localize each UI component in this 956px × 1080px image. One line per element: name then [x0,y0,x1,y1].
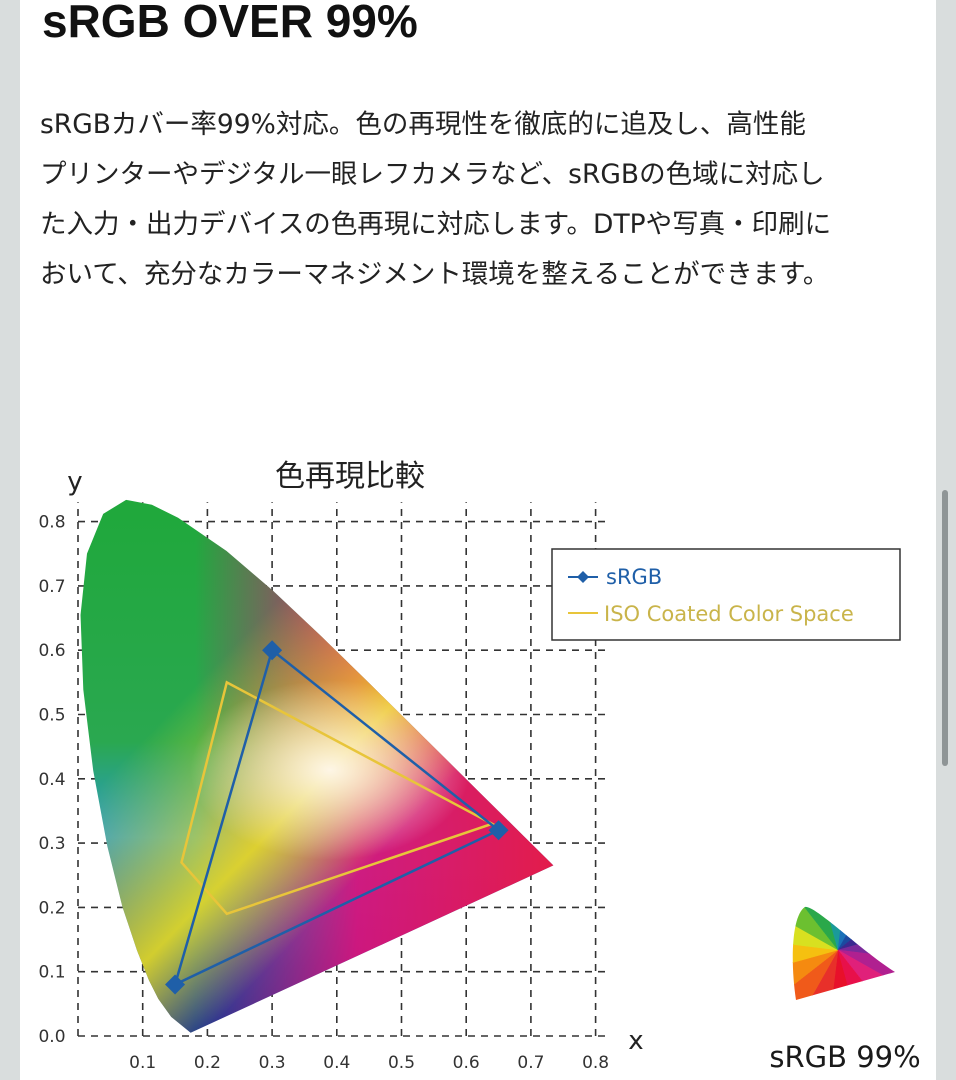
x-tick-label: 0.7 [517,1053,544,1073]
y-tick-label: 0.8 [38,513,65,533]
gamut-series [165,640,509,995]
y-tick-label: 0.0 [38,1027,65,1047]
legend-box [551,548,901,641]
spectral-locus [80,499,554,1033]
y-tick-label: 0.3 [38,834,65,854]
y-tick-label: 0.7 [38,577,65,597]
x-tick-label: 0.6 [453,1053,480,1073]
x-tick-label: 0.8 [582,1053,609,1073]
srgb-99-badge-label: sRGB 99% [769,1040,920,1074]
y-tick-label: 0.1 [38,963,65,983]
x-axis-label: x [628,1026,643,1056]
series-point-marker [262,640,283,661]
srgb-gamut-icon [792,906,895,1000]
description-paragraph: sRGBカバー率99%対応。色の再現性を徹底的に追及し、高性能 プリンターやデジ… [40,100,831,300]
x-tick-label: 0.1 [129,1053,156,1073]
x-tick-label: 0.2 [194,1053,221,1073]
icon-color-wedge [792,906,839,951]
icon-color-wedge [837,906,883,951]
y-tick-label: 0.6 [38,641,65,661]
icon-color-wedge [837,906,895,951]
x-tick-label: 0.4 [323,1053,350,1073]
paragraph-line: プリンターやデジタル一眼レフカメラなど、sRGBの色域に対応し [40,159,825,190]
y-tick-label: 0.2 [38,898,65,918]
y-tick-label: 0.5 [38,706,65,726]
series-line-srgb [173,648,501,987]
legend-srgb-marker [577,571,589,583]
series-point-marker [488,820,509,841]
x-tick-label: 0.3 [259,1053,286,1073]
page-heading: sRGB OVER 99% [42,0,418,47]
legend: sRGB ISO Coated Color Space [551,548,901,641]
icon-color-wedge [837,906,895,951]
legend-iso-label: ISO Coated Color Space [604,602,854,626]
series-point-marker [165,974,186,995]
scrollbar-thumb[interactable] [942,490,948,766]
x-tick-label: 0.5 [388,1053,415,1073]
legend-srgb-label: sRGB [606,565,662,589]
paragraph-line: sRGBカバー率99%対応。色の再現性を徹底的に追及し、高性能 [40,109,806,140]
paragraph-line: おいて、充分なカラーマネジメント環境を整えることができます。 [40,259,830,290]
chart-title: 色再現比較 [275,459,425,494]
y-tick-label: 0.4 [38,770,65,790]
y-axis-label: y [67,467,82,497]
series-line-iso-coated-color-space [180,680,496,916]
paragraph-line: た入力・出力デバイスの色再現に対応します。DTPや写真・印刷に [40,209,832,240]
